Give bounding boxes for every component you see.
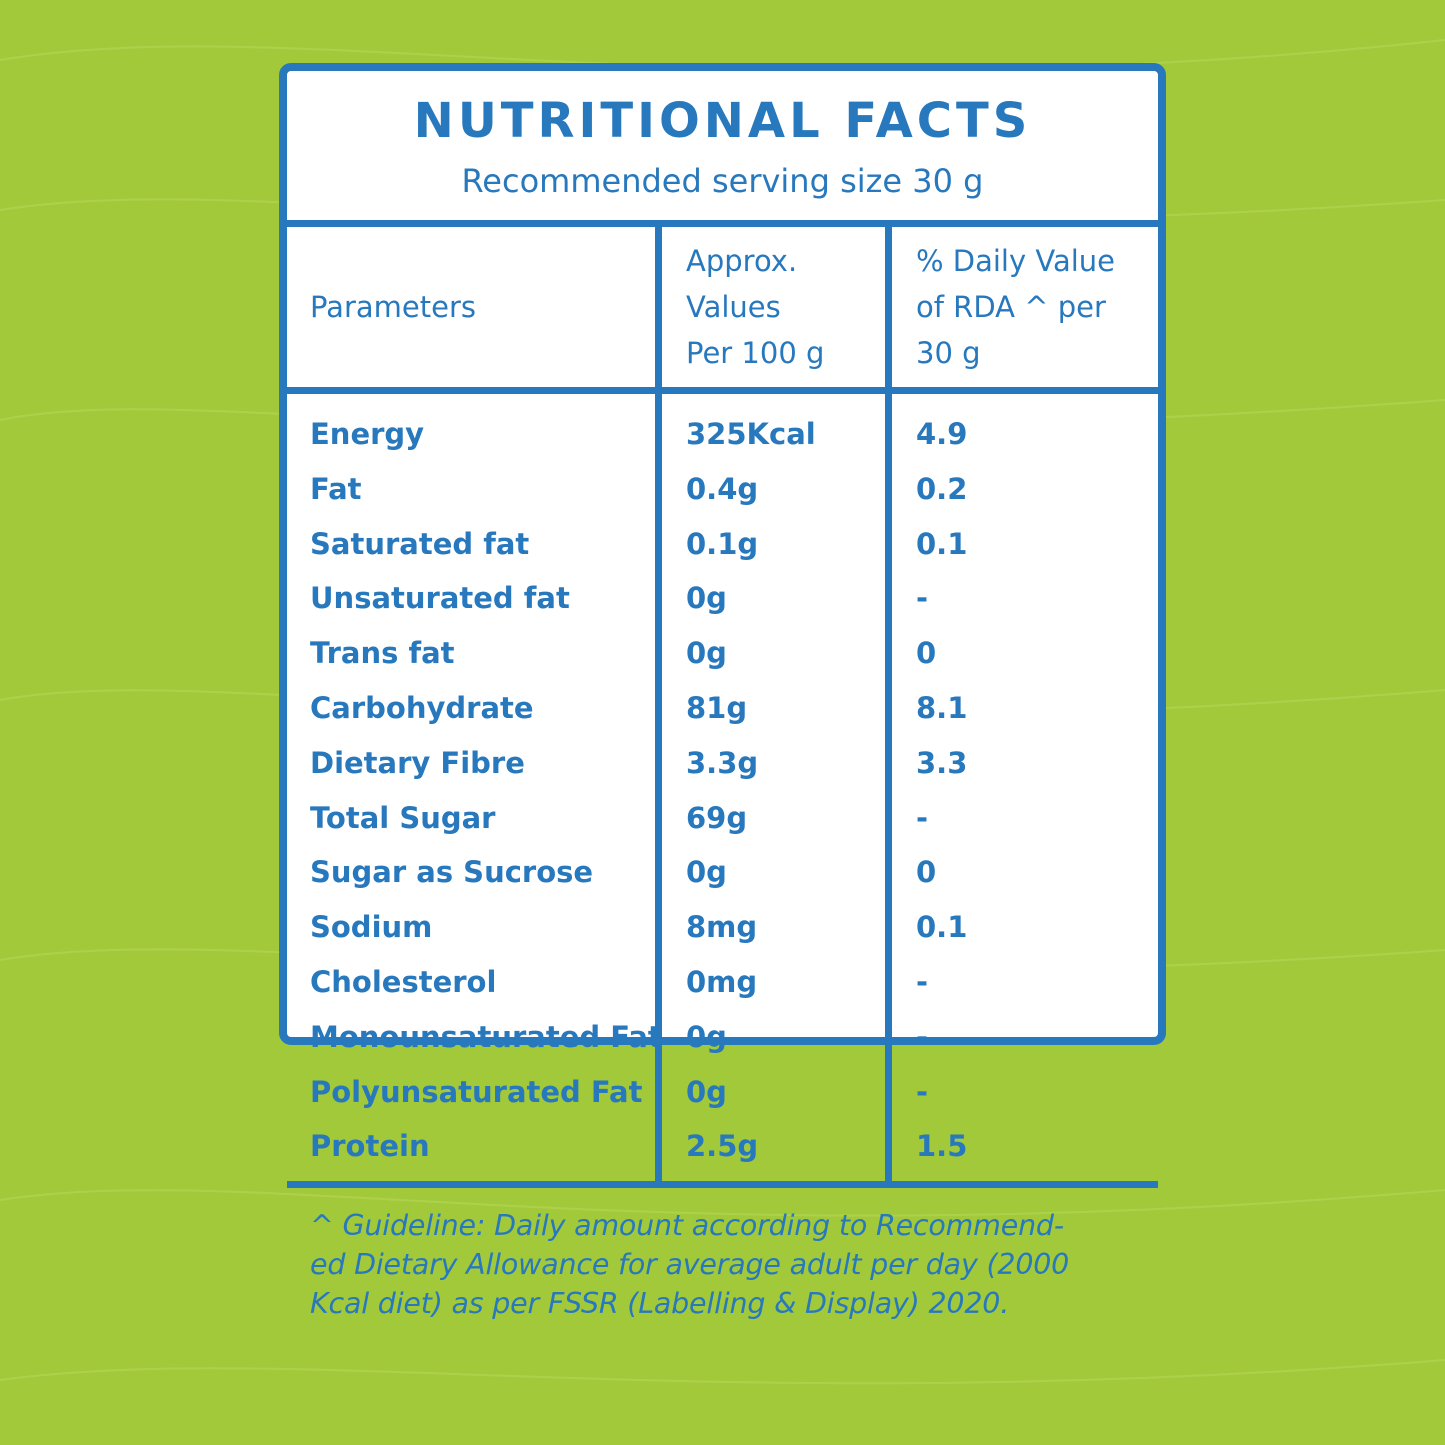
header-values-line3: Per 100 g [686, 336, 825, 370]
daily-value-cell: - [916, 800, 929, 835]
daily-value-cell: 4.9 [916, 417, 968, 451]
parameter-cell: Dietary Fibre [310, 745, 525, 780]
value-cell: 0g [686, 1074, 727, 1109]
column-divider-2 [885, 220, 892, 1181]
value-cell: 325Kcal [686, 417, 816, 451]
daily-value-cell: 1.5 [916, 1129, 968, 1164]
divider-footnote [287, 1181, 1158, 1188]
table-row: Energy 325Kcal 4.9 [287, 407, 1158, 462]
footnote-line1: ^ Guideline: Daily amount according to R… [310, 1209, 1064, 1242]
daily-value-cell: - [916, 965, 929, 999]
header-dv-line1: % Daily Value [916, 244, 1116, 278]
daily-value-cell: 0 [916, 855, 937, 890]
value-cell: 8mg [686, 910, 758, 945]
daily-value-cell: - [916, 1074, 929, 1109]
daily-value-cell: - [916, 1019, 929, 1054]
table-row: Cholesterol 0mg - [287, 955, 1158, 1010]
parameter-cell: Protein [310, 1129, 430, 1164]
table-row: Unsaturated fat 0g - [287, 571, 1158, 626]
parameter-cell: Energy [310, 417, 425, 451]
header-dv-line2: of RDA ^ per [916, 290, 1106, 324]
parameter-cell: Total Sugar [310, 800, 496, 835]
divider-title [287, 220, 1158, 227]
table-row: Dietary Fibre 3.3g 3.3 [287, 736, 1158, 791]
parameter-cell: Carbohydrate [310, 691, 534, 725]
table-row: Fat 0.4g 0.2 [287, 462, 1158, 517]
parameter-cell: Sodium [310, 910, 433, 945]
footnote-line2: ed Dietary Allowance for average adult p… [310, 1248, 1070, 1281]
header-parameters: Parameters [310, 284, 476, 330]
value-cell: 0g [686, 1019, 727, 1054]
column-divider-1 [655, 220, 662, 1181]
value-cell: 69g [686, 800, 748, 835]
value-cell: 0.4g [686, 471, 759, 506]
value-cell: 2.5g [686, 1129, 759, 1164]
parameter-cell: Polyunsaturated Fat [310, 1074, 643, 1109]
parameter-cell: Monounsaturated Fat [310, 1019, 662, 1054]
divider-header [287, 387, 1158, 394]
parameter-cell: Trans fat [310, 636, 455, 671]
table-row: Carbohydrate 81g 8.1 [287, 681, 1158, 736]
value-cell: 0mg [686, 965, 758, 999]
daily-value-cell: 0.1 [916, 910, 968, 945]
header-approx-values: Approx. Values Per 100 g [686, 238, 824, 376]
value-cell: 81g [686, 691, 748, 725]
panel-title: NUTRITIONAL FACTS [413, 93, 1032, 149]
value-cell: 0g [686, 636, 727, 671]
daily-value-cell: 8.1 [916, 691, 968, 725]
table-row: Saturated fat 0.1g 0.1 [287, 517, 1158, 572]
table-row: Monounsaturated Fat 0g - [287, 1010, 1158, 1065]
serving-size-subtitle: Recommended serving size 30 g [461, 162, 984, 200]
parameter-cell: Sugar as Sucrose [310, 855, 594, 890]
header-dv-line3: 30 g [916, 336, 981, 370]
parameter-cell: Saturated fat [310, 526, 530, 561]
daily-value-cell: 0.1 [916, 526, 968, 561]
header-values-line1: Approx. [686, 244, 798, 278]
table-row: Sodium 8mg 0.1 [287, 900, 1158, 955]
daily-value-cell: 3.3 [916, 745, 968, 780]
nutrition-facts-panel: NUTRITIONAL FACTS Recommended serving si… [279, 63, 1166, 1320]
table-row: Polyunsaturated Fat 0g - [287, 1065, 1158, 1120]
header-daily-value: % Daily Value of RDA ^ per 30 g [916, 238, 1115, 376]
value-cell: 0g [686, 581, 727, 616]
parameter-cell: Cholesterol [310, 965, 497, 999]
parameter-cell: Fat [310, 471, 362, 506]
table-row: Protein 2.5g 1.5 [287, 1119, 1158, 1174]
value-cell: 3.3g [686, 745, 759, 780]
parameter-cell: Unsaturated fat [310, 581, 570, 616]
value-cell: 0g [686, 855, 727, 890]
header-parameters-label: Parameters [310, 290, 476, 324]
table-row: Total Sugar 69g - [287, 791, 1158, 846]
daily-value-cell: 0 [916, 636, 937, 671]
daily-value-cell: - [916, 581, 929, 616]
daily-value-cell: 0.2 [916, 471, 968, 506]
header-values-line2: Values [686, 290, 781, 324]
value-cell: 0.1g [686, 526, 759, 561]
footnote-line3: Kcal diet) as per FSSR (Labelling & Disp… [310, 1287, 1010, 1320]
rda-guideline-footnote: ^ Guideline: Daily amount according to R… [310, 1206, 1150, 1323]
table-row: Sugar as Sucrose 0g 0 [287, 845, 1158, 900]
table-row: Trans fat 0g 0 [287, 626, 1158, 681]
